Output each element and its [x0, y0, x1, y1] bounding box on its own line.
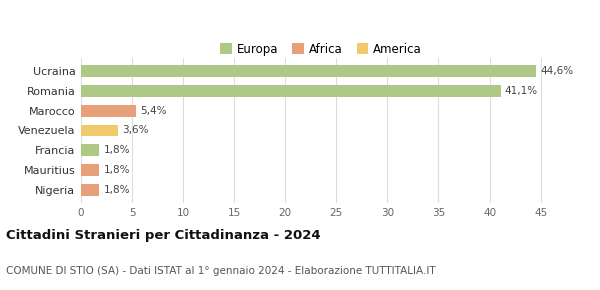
Text: 44,6%: 44,6%	[541, 66, 574, 76]
Text: 1,8%: 1,8%	[103, 146, 130, 155]
Bar	[81, 85, 501, 97]
Text: 1,8%: 1,8%	[103, 185, 130, 195]
Text: Cittadini Stranieri per Cittadinanza - 2024: Cittadini Stranieri per Cittadinanza - 2…	[6, 229, 320, 242]
Text: 1,8%: 1,8%	[103, 165, 130, 175]
Bar	[81, 124, 118, 137]
Bar	[81, 104, 136, 117]
Bar	[81, 144, 100, 157]
Text: 3,6%: 3,6%	[122, 126, 148, 135]
Text: COMUNE DI STIO (SA) - Dati ISTAT al 1° gennaio 2024 - Elaborazione TUTTITALIA.IT: COMUNE DI STIO (SA) - Dati ISTAT al 1° g…	[6, 266, 436, 276]
Text: 41,1%: 41,1%	[505, 86, 538, 96]
Bar	[81, 184, 100, 196]
Bar	[81, 164, 100, 176]
Bar	[81, 65, 536, 77]
Legend: Europa, Africa, America: Europa, Africa, America	[215, 38, 427, 60]
Text: 5,4%: 5,4%	[140, 106, 167, 115]
